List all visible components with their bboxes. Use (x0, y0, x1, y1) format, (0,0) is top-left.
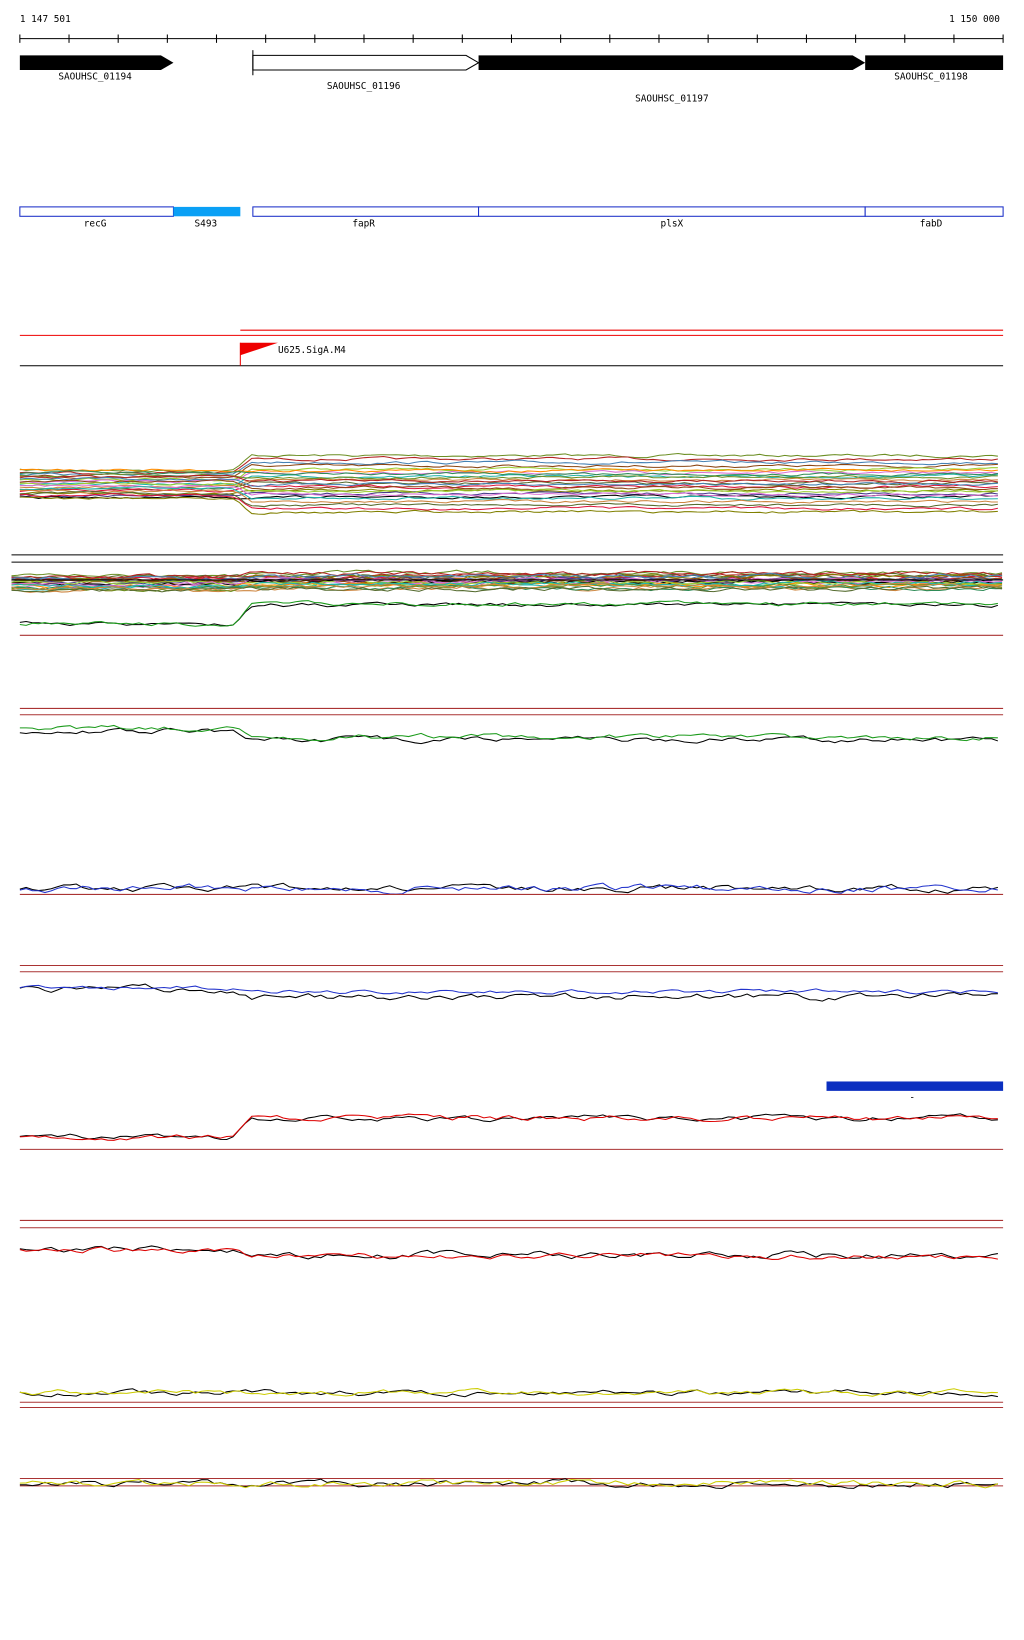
gene-label: SAOUHSC_01196 (327, 81, 401, 92)
feature-label: fapR (352, 219, 375, 230)
feature-box (478, 206, 866, 217)
trace (19, 1478, 998, 1489)
trace (19, 486, 998, 501)
trace (19, 1388, 998, 1397)
trace (11, 579, 1003, 589)
trace (19, 467, 998, 473)
trace (19, 474, 998, 484)
trace (19, 1113, 998, 1141)
trace (19, 600, 998, 627)
feature-label: plsX (661, 219, 684, 230)
trace (19, 496, 998, 515)
trace (11, 570, 1003, 579)
expression-traces (11, 452, 1004, 1489)
trace (19, 490, 998, 508)
promoter-label: U625.SigA.M4 (278, 345, 346, 356)
trace (19, 601, 999, 627)
trace (11, 579, 1003, 586)
trace (19, 452, 998, 473)
gene-label: SAOUHSC_01198 (894, 71, 968, 82)
feature-boxes (19, 206, 1004, 217)
gene-arrow (252, 54, 480, 71)
marker-label: - (909, 1092, 915, 1103)
gene-arrow (865, 55, 1004, 71)
trace (11, 576, 1003, 588)
ruler-end: 1 150 000 (949, 14, 1000, 25)
marker-bar (826, 1081, 1004, 1091)
trace (19, 455, 998, 476)
feature-label: S493 (195, 219, 218, 230)
gene-arrow (478, 55, 866, 71)
feature-box (252, 206, 480, 217)
feature-box (864, 206, 1004, 217)
trace (19, 494, 998, 500)
trace (11, 573, 1003, 584)
trace (19, 882, 998, 895)
tracks: 1 147 501 1 150 000 SAOUHSC_01194 SAOUHS… (11, 14, 1004, 1489)
trace (19, 983, 998, 1002)
ruler-ticks (19, 34, 1004, 43)
trace (19, 984, 998, 995)
trace (19, 479, 998, 491)
feature-box (173, 206, 241, 217)
ruler-start: 1 147 501 (20, 14, 71, 25)
trace (19, 476, 998, 487)
gene-label: SAOUHSC_01197 (635, 93, 709, 104)
trace (19, 489, 998, 504)
trace (11, 585, 1003, 593)
gene-arrow (19, 55, 174, 71)
trace (11, 584, 1003, 592)
trace (19, 1113, 998, 1140)
trace (19, 882, 999, 894)
feature-box (19, 206, 174, 217)
feature-label: recG (84, 219, 107, 230)
promoter-flag (240, 342, 278, 356)
trace (19, 1478, 999, 1489)
trace (11, 582, 1003, 592)
gene-label: SAOUHSC_01194 (58, 71, 132, 82)
trace (19, 481, 998, 494)
trace (19, 1245, 998, 1260)
trace (19, 1246, 998, 1260)
trace (19, 492, 998, 511)
trace (19, 484, 998, 498)
feature-label: fabD (920, 219, 943, 230)
trace (19, 470, 998, 477)
trace (19, 463, 998, 480)
trace (19, 724, 998, 742)
